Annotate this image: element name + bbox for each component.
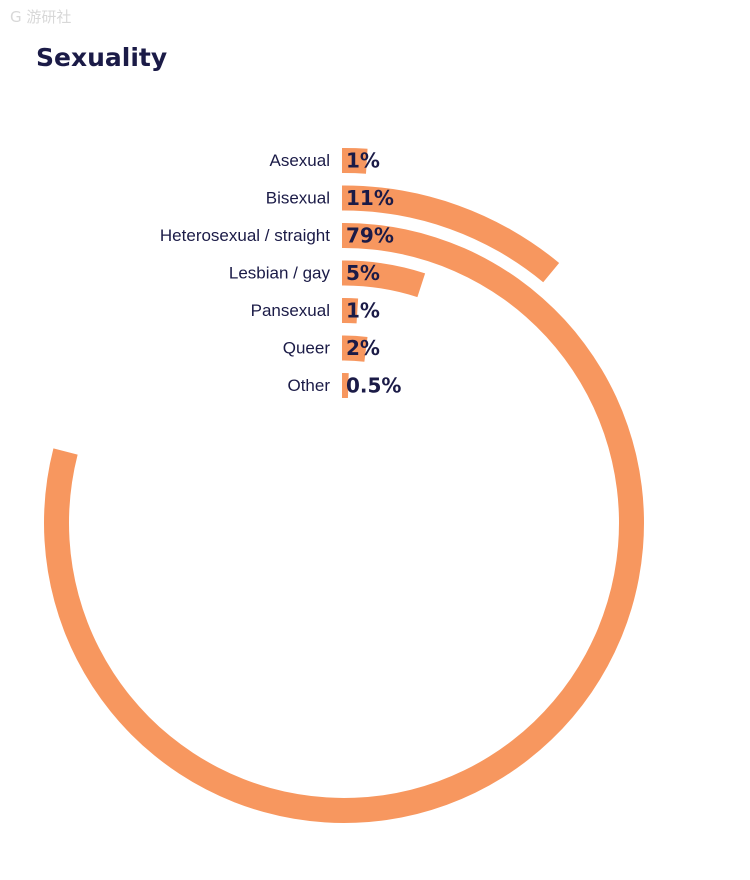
arc-bars: [44, 148, 644, 823]
arc-bar-6: [342, 373, 349, 399]
category-label-1: Bisexual: [266, 189, 330, 208]
value-label-3: 5%: [346, 261, 380, 285]
category-label-4: Pansexual: [251, 301, 330, 320]
category-labels: Asexual Bisexual Heterosexual / straight Le…: [160, 151, 331, 395]
arc-bar-5: [342, 335, 368, 362]
value-label-5: 2%: [346, 336, 380, 360]
value-label-0: 1%: [346, 149, 380, 173]
arc-bar-4: [342, 298, 359, 324]
value-label-6: 0.5%: [346, 374, 401, 398]
category-label-0: Asexual: [270, 151, 330, 170]
arc-bar-1: [342, 185, 560, 283]
arc-bar-0: [342, 148, 368, 174]
watermark: G 游研社: [10, 8, 71, 26]
value-label-2: 79%: [346, 224, 394, 248]
value-labels: 1% 11% 79% 5% 1% 2% 0.5%: [346, 149, 401, 398]
value-label-4: 1%: [346, 299, 380, 323]
chart-title: Sexuality: [36, 43, 167, 72]
category-label-6: Other: [287, 376, 330, 395]
category-label-2: Heterosexual / straight: [160, 226, 330, 245]
arc-bar-3: [342, 260, 426, 298]
category-label-3: Lesbian / gay: [229, 264, 331, 283]
value-label-1: 11%: [346, 186, 394, 210]
category-label-5: Queer: [283, 339, 331, 358]
